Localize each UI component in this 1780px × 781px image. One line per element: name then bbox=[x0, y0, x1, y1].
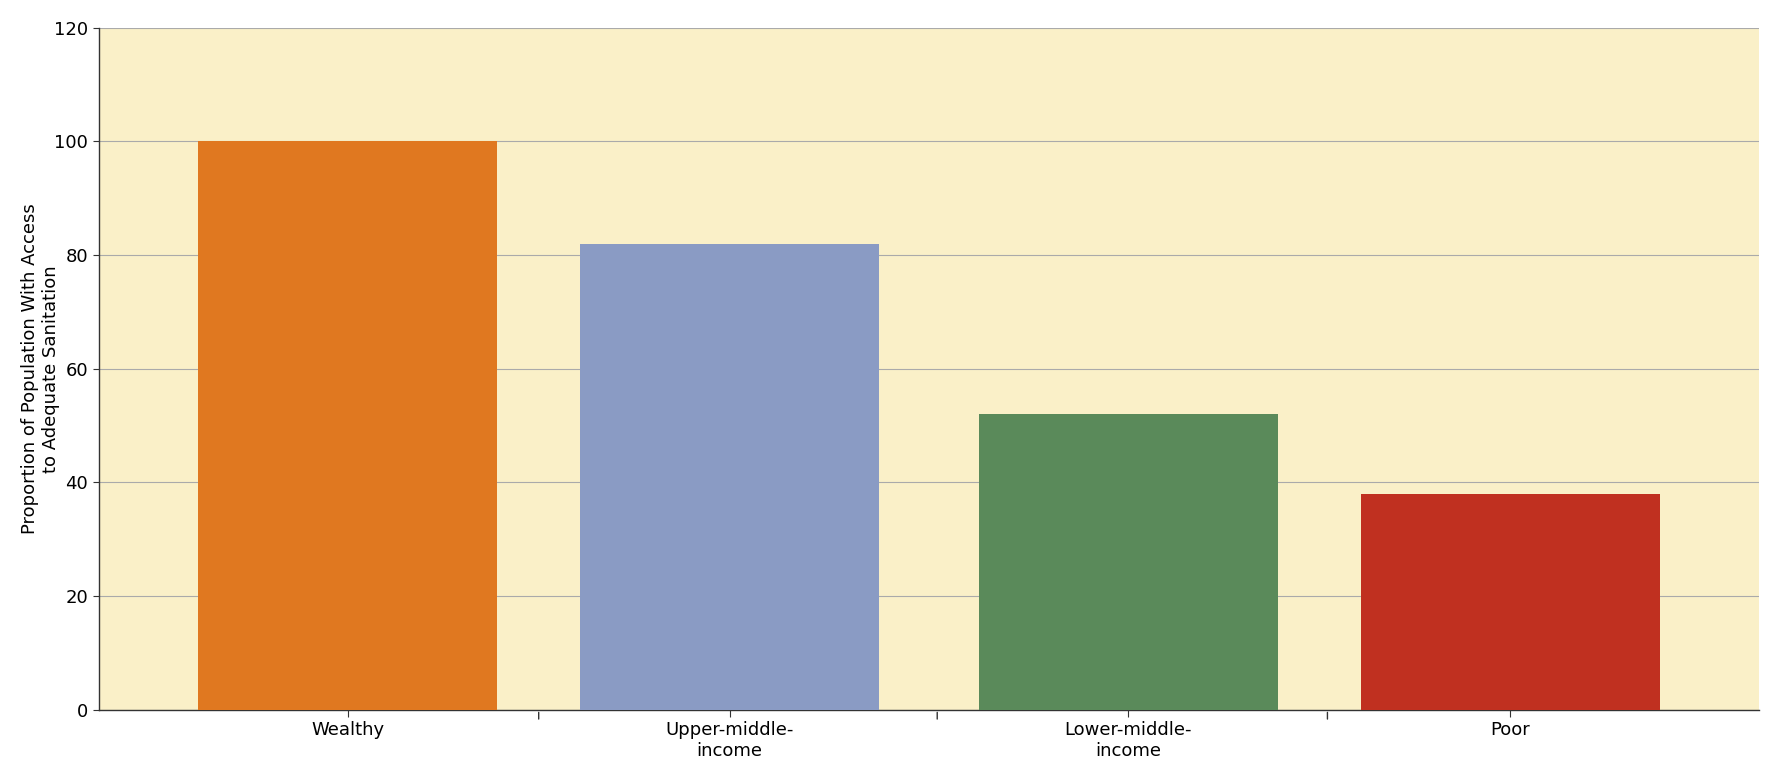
Y-axis label: Proportion of Population With Access
to Adequate Sanitation: Proportion of Population With Access to … bbox=[21, 203, 61, 534]
Bar bbox=[979, 414, 1278, 710]
Bar bbox=[198, 141, 497, 710]
Bar bbox=[580, 244, 879, 710]
Bar bbox=[1360, 494, 1659, 710]
